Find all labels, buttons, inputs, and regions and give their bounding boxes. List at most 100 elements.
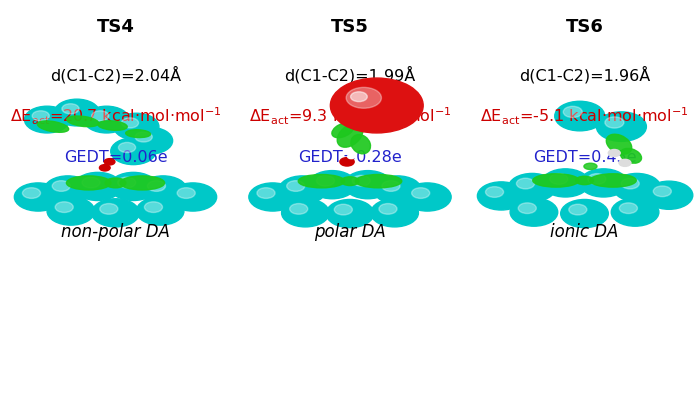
Circle shape <box>82 178 100 188</box>
Text: d(C1-C2)=1.99Å: d(C1-C2)=1.99Å <box>284 66 416 83</box>
Circle shape <box>148 181 165 192</box>
Circle shape <box>177 188 195 199</box>
Circle shape <box>135 133 153 142</box>
Circle shape <box>344 171 392 199</box>
Circle shape <box>374 176 421 204</box>
Text: TS6: TS6 <box>566 18 603 36</box>
Circle shape <box>92 112 108 121</box>
Ellipse shape <box>533 174 579 188</box>
Circle shape <box>619 160 631 167</box>
Circle shape <box>118 143 136 153</box>
Ellipse shape <box>584 164 597 170</box>
Circle shape <box>412 188 430 199</box>
Circle shape <box>44 176 92 204</box>
Circle shape <box>611 199 659 227</box>
Circle shape <box>257 188 275 199</box>
Circle shape <box>121 119 139 128</box>
Circle shape <box>15 183 62 211</box>
Circle shape <box>542 169 589 197</box>
Circle shape <box>348 155 355 159</box>
Circle shape <box>569 205 587 216</box>
Circle shape <box>136 197 184 225</box>
Text: GEDT=0.28e: GEDT=0.28e <box>298 150 402 164</box>
Circle shape <box>335 205 352 216</box>
Circle shape <box>249 183 297 211</box>
Circle shape <box>645 182 693 210</box>
Circle shape <box>518 203 536 214</box>
Circle shape <box>287 181 304 192</box>
Circle shape <box>477 183 525 211</box>
Text: GEDT=0.45e: GEDT=0.45e <box>533 150 636 164</box>
Ellipse shape <box>351 135 370 154</box>
Circle shape <box>613 174 661 202</box>
Text: ΔE$_{\mathrm{act}}$=20.7 kcal·mol·mol$^{-1}$: ΔE$_{\mathrm{act}}$=20.7 kcal·mol·mol$^{… <box>10 105 221 126</box>
Circle shape <box>326 200 374 228</box>
Circle shape <box>382 181 400 192</box>
Circle shape <box>55 202 74 213</box>
Circle shape <box>54 100 99 127</box>
Circle shape <box>517 179 535 190</box>
Circle shape <box>346 88 382 109</box>
Circle shape <box>403 183 452 211</box>
Ellipse shape <box>66 117 99 127</box>
Ellipse shape <box>332 123 354 138</box>
Circle shape <box>371 199 419 227</box>
Ellipse shape <box>105 178 126 188</box>
Circle shape <box>111 138 156 165</box>
Circle shape <box>564 107 582 118</box>
Text: ΔE$_{\mathrm{act}}$=-5.1 kcal·mol·mol$^{-1}$: ΔE$_{\mathrm{act}}$=-5.1 kcal·mol·mol$^{… <box>480 105 689 126</box>
Circle shape <box>510 199 558 227</box>
Circle shape <box>127 128 173 155</box>
Circle shape <box>109 173 157 201</box>
Ellipse shape <box>298 175 344 188</box>
Circle shape <box>508 174 556 202</box>
Circle shape <box>290 204 308 215</box>
Text: TS4: TS4 <box>97 18 134 36</box>
Ellipse shape <box>575 177 594 185</box>
Ellipse shape <box>606 135 631 155</box>
Text: non-polar DA: non-polar DA <box>61 222 170 240</box>
Circle shape <box>279 176 326 204</box>
Ellipse shape <box>356 175 402 188</box>
Circle shape <box>620 203 638 214</box>
Circle shape <box>351 93 368 102</box>
Circle shape <box>352 176 370 187</box>
Circle shape <box>113 114 159 141</box>
Text: d(C1-C2)=2.04Å: d(C1-C2)=2.04Å <box>50 66 181 83</box>
Text: polar DA: polar DA <box>314 222 386 240</box>
Circle shape <box>580 169 627 197</box>
Text: ΔE$_{\mathrm{act}}$=9.3 kcal·mol·mol$^{-1}$: ΔE$_{\mathrm{act}}$=9.3 kcal·mol·mol$^{-… <box>248 105 452 126</box>
Circle shape <box>653 187 671 197</box>
Circle shape <box>84 107 130 134</box>
Circle shape <box>330 79 424 134</box>
Circle shape <box>561 200 608 228</box>
Text: ionic DA: ionic DA <box>550 222 619 240</box>
Circle shape <box>486 187 503 198</box>
Ellipse shape <box>341 177 359 186</box>
Circle shape <box>74 173 122 201</box>
Circle shape <box>608 150 620 157</box>
Circle shape <box>554 102 605 131</box>
Circle shape <box>308 171 356 199</box>
Text: d(C1-C2)=1.96Å: d(C1-C2)=1.96Å <box>519 66 650 83</box>
Circle shape <box>379 204 397 215</box>
Ellipse shape <box>620 149 641 164</box>
Circle shape <box>281 199 329 227</box>
Circle shape <box>118 178 136 188</box>
Circle shape <box>100 204 118 215</box>
Ellipse shape <box>120 176 164 190</box>
Circle shape <box>47 197 94 225</box>
Circle shape <box>550 174 568 185</box>
Circle shape <box>22 188 41 199</box>
Circle shape <box>52 181 70 192</box>
Circle shape <box>596 113 646 142</box>
Circle shape <box>25 107 70 134</box>
Circle shape <box>99 165 110 171</box>
Circle shape <box>104 159 115 166</box>
Circle shape <box>144 202 162 213</box>
Ellipse shape <box>37 122 69 133</box>
Text: GEDT=0.06e: GEDT=0.06e <box>64 150 167 164</box>
Circle shape <box>62 104 79 114</box>
Ellipse shape <box>337 124 363 148</box>
Circle shape <box>169 183 217 211</box>
